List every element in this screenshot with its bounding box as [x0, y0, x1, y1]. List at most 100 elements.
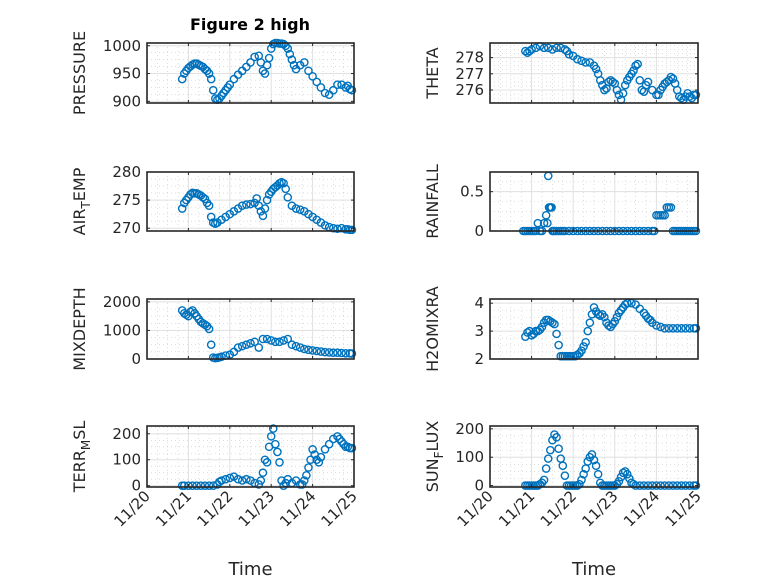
- data-point: [186, 307, 195, 317]
- data-point: [647, 85, 657, 95]
- axes-box: [489, 171, 699, 232]
- data-point: [256, 476, 266, 485]
- data-point: [681, 481, 690, 490]
- data-point: [200, 481, 210, 491]
- data-point: [552, 329, 561, 339]
- data-point: [552, 433, 561, 442]
- subplot-air-temp: 270 275 280 AIRTEMP: [70, 163, 357, 237]
- data-point: [548, 318, 557, 328]
- data-point: [685, 324, 694, 333]
- data-point: [283, 334, 293, 344]
- data-point: [347, 443, 357, 453]
- x-tick-label: 11/25: [662, 487, 705, 530]
- subplot-sun-flux: 0100200SUNFLUX11/2011/2111/2211/2311/241…: [423, 420, 705, 580]
- y-tick-label: 275: [112, 191, 141, 209]
- y-tick-label: 0: [474, 477, 484, 495]
- data-point: [579, 342, 588, 351]
- data-point: [654, 90, 663, 100]
- subplot-h2omixra: 2 3 4 H2OMIXRA: [423, 286, 701, 372]
- data-point: [618, 468, 628, 478]
- axes-box: [489, 298, 699, 360]
- data-point: [192, 481, 201, 491]
- data-point: [560, 45, 570, 54]
- axes-box: [489, 425, 699, 488]
- data-point: [666, 203, 676, 212]
- data-point: [258, 334, 268, 344]
- axes-box: [146, 42, 355, 104]
- axes-box: [146, 425, 355, 488]
- data-point: [324, 348, 334, 357]
- data-point: [304, 345, 313, 355]
- data-point: [635, 75, 645, 85]
- data-point: [587, 450, 597, 459]
- data-point: [347, 349, 357, 358]
- data-point: [275, 458, 284, 467]
- y-tick-label: 0: [131, 350, 141, 368]
- data-point: [660, 481, 670, 490]
- data-point: [260, 455, 270, 465]
- data-point: [246, 199, 255, 209]
- data-point: [254, 343, 264, 352]
- data-point: [279, 178, 288, 188]
- x-tick-label: 11/21: [495, 487, 538, 530]
- data-point: [635, 481, 645, 490]
- data-point: [643, 481, 653, 490]
- data-point: [660, 324, 670, 333]
- data-point: [242, 474, 251, 484]
- subplot-mixdepth: 0 1000 2000 MIXDEPTH: [70, 287, 357, 371]
- data-point: [681, 324, 690, 333]
- data-point: [633, 59, 642, 69]
- y-tick-label: 0.5: [460, 183, 484, 201]
- data-point: [573, 54, 582, 64]
- data-point: [583, 457, 593, 466]
- data-point: [620, 80, 630, 90]
- y-tick-label: 100: [112, 451, 141, 469]
- plot-area: [147, 426, 354, 487]
- data-point: [577, 475, 586, 485]
- data-point: [221, 474, 230, 484]
- data-point: [300, 476, 309, 485]
- data-point: [543, 454, 553, 463]
- data-point: [300, 58, 309, 67]
- data-point: [537, 322, 547, 332]
- data-point: [608, 77, 618, 87]
- data-point: [242, 200, 251, 209]
- y-tick-label: 900: [112, 92, 141, 110]
- data-point: [204, 481, 214, 491]
- data-point: [316, 347, 326, 356]
- data-point: [593, 469, 603, 479]
- data-point: [260, 69, 270, 78]
- data-point: [196, 481, 206, 491]
- data-point: [268, 424, 278, 433]
- data-point: [656, 481, 665, 490]
- data-point: [691, 90, 701, 100]
- data-point: [625, 474, 634, 483]
- y-tick-label: 950: [112, 65, 141, 83]
- figure-title: Figure 2 high: [190, 15, 310, 34]
- data-point: [304, 463, 313, 472]
- data-point: [521, 332, 530, 341]
- data-point: [275, 337, 284, 347]
- data-point: [577, 56, 586, 66]
- y-tick-label: 0: [131, 477, 141, 495]
- data-point: [595, 75, 605, 85]
- data-point: [204, 69, 214, 78]
- axes-box: [489, 42, 699, 104]
- y-tick-label: 270: [112, 219, 141, 237]
- data-point: [328, 85, 338, 95]
- data-point: [666, 72, 676, 82]
- data-point: [595, 311, 605, 321]
- data-point: [589, 455, 599, 465]
- y-axis-label: TERRMSL: [70, 421, 93, 494]
- y-tick-label: 3: [474, 322, 484, 340]
- data-point: [266, 432, 276, 441]
- data-point: [656, 322, 665, 332]
- data-point: [664, 481, 674, 490]
- data-point: [618, 88, 628, 98]
- data-point: [246, 58, 255, 67]
- y-tick-label: 277: [455, 65, 484, 83]
- data-point: [600, 85, 609, 95]
- data-point: [250, 52, 259, 62]
- x-tick-label: 11/24: [276, 487, 319, 530]
- data-point: [177, 204, 187, 213]
